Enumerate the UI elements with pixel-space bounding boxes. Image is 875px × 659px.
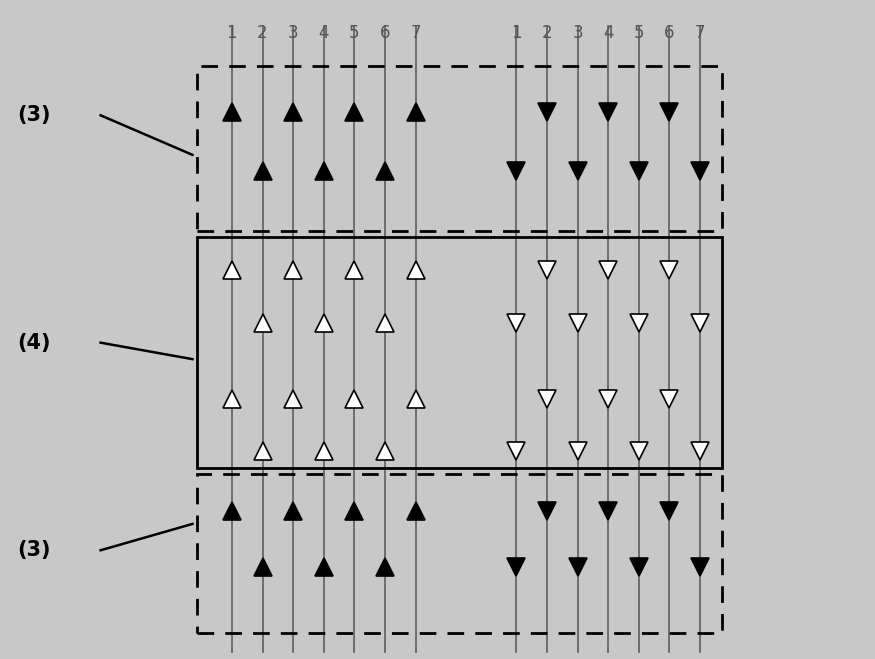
Text: 2: 2 <box>257 24 268 42</box>
Text: 5: 5 <box>634 24 644 42</box>
Text: (3): (3) <box>18 105 51 125</box>
Text: (4): (4) <box>18 333 51 353</box>
Bar <box>197 474 722 633</box>
Text: 4: 4 <box>603 24 613 42</box>
Text: 3: 3 <box>288 24 298 42</box>
Text: 7: 7 <box>410 24 421 42</box>
Text: 2: 2 <box>542 24 552 42</box>
Text: (3): (3) <box>18 540 51 560</box>
Text: 6: 6 <box>664 24 675 42</box>
Text: 4: 4 <box>318 24 329 42</box>
Bar <box>197 66 722 231</box>
Bar <box>197 237 722 468</box>
Text: 1: 1 <box>511 24 522 42</box>
Text: 1: 1 <box>227 24 237 42</box>
Text: 6: 6 <box>380 24 390 42</box>
Text: 5: 5 <box>349 24 360 42</box>
Text: 7: 7 <box>695 24 705 42</box>
Text: 3: 3 <box>572 24 583 42</box>
